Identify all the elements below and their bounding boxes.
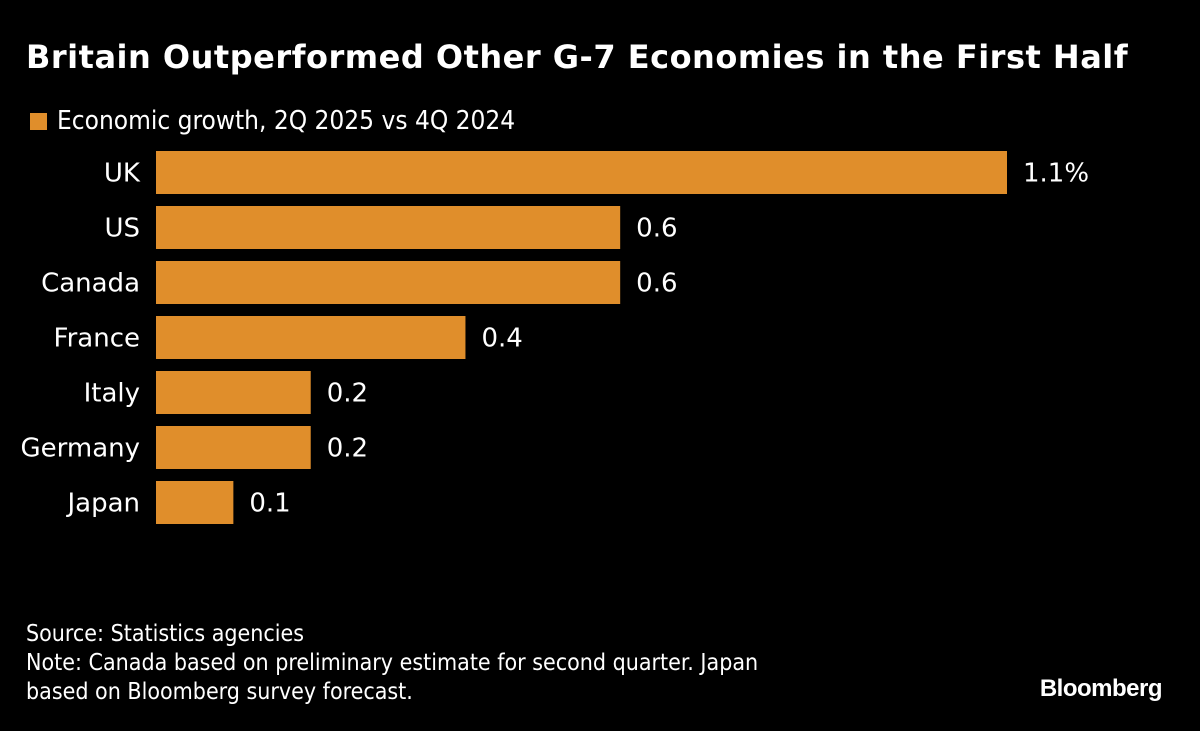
bar-us xyxy=(156,206,621,249)
bar-germany xyxy=(156,426,311,469)
bar-uk xyxy=(156,151,1007,194)
category-label-italy: Italy xyxy=(84,379,140,409)
bloomberg-logo: Bloomberg xyxy=(1039,675,1163,702)
value-label-italy: 0.2 xyxy=(327,379,368,409)
value-label-canada: 0.6 xyxy=(636,269,677,299)
bar-canada xyxy=(156,261,621,304)
legend-label: Economic growth, 2Q 2025 vs 4Q 2024 xyxy=(57,106,516,136)
chart-title: Britain Outperformed Other G-7 Economies… xyxy=(26,38,1129,76)
footnote-line-1: Note: Canada based on preliminary estima… xyxy=(26,650,759,676)
value-label-us: 0.6 xyxy=(636,214,677,244)
category-label-germany: Germany xyxy=(20,434,140,464)
bar-france xyxy=(156,316,466,359)
category-label-uk: UK xyxy=(104,159,141,189)
value-label-uk: 1.1% xyxy=(1023,159,1089,189)
legend-swatch xyxy=(30,112,47,130)
value-label-germany: 0.2 xyxy=(327,434,368,464)
category-label-france: France xyxy=(54,324,140,354)
value-label-japan: 0.1 xyxy=(249,489,290,519)
value-label-france: 0.4 xyxy=(481,324,522,354)
bar-japan xyxy=(156,481,234,524)
source-note: Source: Statistics agencies xyxy=(26,621,305,647)
category-label-japan: Japan xyxy=(65,489,140,519)
category-label-canada: Canada xyxy=(41,269,140,299)
category-label-us: US xyxy=(104,214,140,244)
bar-italy xyxy=(156,371,311,414)
legend: Economic growth, 2Q 2025 vs 4Q 2024 xyxy=(30,106,515,136)
footer: Source: Statistics agencies Note: Canada… xyxy=(26,620,758,707)
footnote-line-2: based on Bloomberg survey forecast. xyxy=(26,679,413,705)
